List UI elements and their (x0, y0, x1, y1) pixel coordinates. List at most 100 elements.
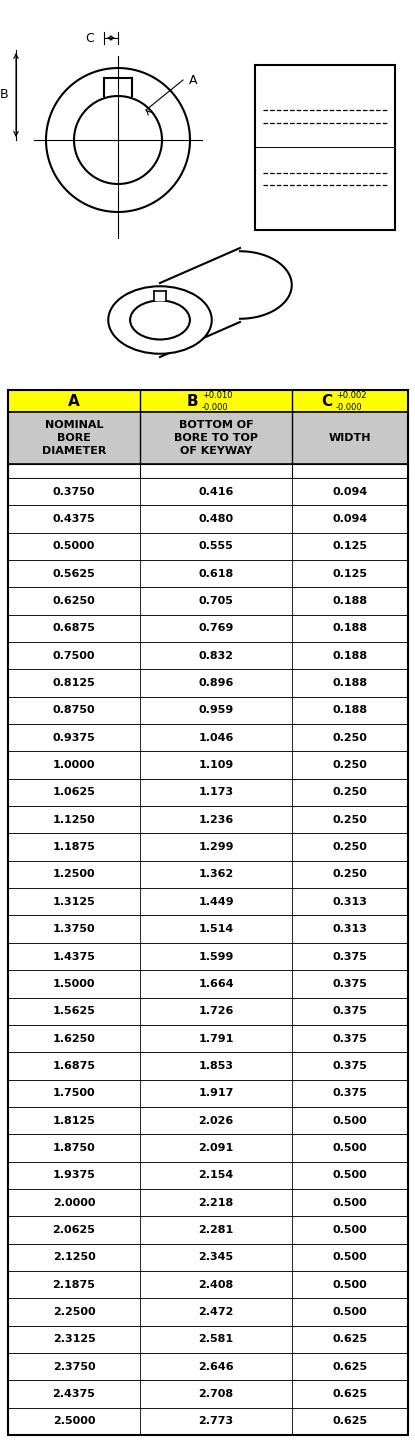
Text: 2.773: 2.773 (198, 1417, 234, 1427)
Text: 0.375: 0.375 (332, 1061, 367, 1071)
Text: 2.1875: 2.1875 (53, 1280, 95, 1290)
Text: 0.313: 0.313 (332, 897, 367, 907)
Text: 1.046: 1.046 (198, 733, 234, 743)
Text: 2.5000: 2.5000 (53, 1417, 95, 1427)
Text: 2.0000: 2.0000 (53, 1198, 95, 1208)
Bar (8, 588, 408, 615)
Bar (8, 1217, 408, 1244)
Bar (8, 834, 408, 861)
Text: 1.853: 1.853 (198, 1061, 234, 1071)
Text: 1.5000: 1.5000 (53, 979, 95, 989)
Bar (8, 1381, 408, 1408)
Text: A: A (68, 393, 80, 409)
Bar (8, 412, 408, 464)
Text: 0.705: 0.705 (198, 596, 234, 606)
Bar (8, 697, 408, 724)
Text: 0.625: 0.625 (332, 1362, 368, 1372)
Text: 2.1250: 2.1250 (53, 1253, 95, 1263)
Text: 0.094: 0.094 (332, 514, 368, 524)
Text: 0.500: 0.500 (333, 1225, 367, 1236)
Text: 0.555: 0.555 (199, 541, 233, 552)
Bar (8, 888, 408, 916)
Text: 1.109: 1.109 (198, 760, 234, 770)
Text: 1.4375: 1.4375 (53, 952, 95, 962)
Text: 0.313: 0.313 (332, 924, 367, 935)
Text: 0.500: 0.500 (333, 1143, 367, 1153)
Text: 0.416: 0.416 (198, 487, 234, 497)
Text: 0.8125: 0.8125 (53, 678, 95, 688)
Text: 1.3750: 1.3750 (53, 924, 95, 935)
Text: 0.188: 0.188 (332, 624, 368, 634)
Bar (8, 861, 408, 888)
Bar (8, 642, 408, 670)
Bar (8, 670, 408, 697)
Text: 1.8750: 1.8750 (53, 1143, 95, 1153)
Text: 0.959: 0.959 (198, 706, 234, 716)
Bar (8, 1299, 408, 1326)
Text: 0.250: 0.250 (332, 815, 367, 825)
Text: C: C (85, 32, 94, 45)
Text: 0.188: 0.188 (332, 706, 368, 716)
Bar (8, 1272, 408, 1299)
Bar (8, 916, 408, 943)
Bar (8, 1189, 408, 1217)
Bar (8, 390, 408, 1436)
Bar (8, 1053, 408, 1080)
Bar (8, 1408, 408, 1436)
Bar (8, 1354, 408, 1381)
Text: 2.646: 2.646 (198, 1362, 234, 1372)
Bar (8, 806, 408, 834)
Text: B: B (186, 393, 198, 409)
Text: 0.188: 0.188 (332, 651, 368, 661)
Text: WIDTH: WIDTH (329, 433, 371, 444)
Text: 0.5000: 0.5000 (53, 541, 95, 552)
Text: 0.7500: 0.7500 (53, 651, 95, 661)
Text: 0.250: 0.250 (332, 842, 367, 852)
Text: 1.791: 1.791 (198, 1034, 234, 1044)
Text: 2.408: 2.408 (198, 1280, 234, 1290)
Text: 1.726: 1.726 (198, 1007, 234, 1017)
Bar (8, 1162, 408, 1189)
Text: 0.500: 0.500 (333, 1198, 367, 1208)
Text: 0.375: 0.375 (332, 952, 367, 962)
Text: 0.625: 0.625 (332, 1335, 368, 1345)
Text: 1.7500: 1.7500 (53, 1089, 95, 1099)
Text: 2.3125: 2.3125 (53, 1335, 95, 1345)
Text: 0.832: 0.832 (198, 651, 234, 661)
Text: 1.664: 1.664 (198, 979, 234, 989)
Text: 0.188: 0.188 (332, 678, 368, 688)
Text: 0.500: 0.500 (333, 1308, 367, 1318)
Text: 0.125: 0.125 (332, 541, 368, 552)
Text: 2.472: 2.472 (198, 1308, 234, 1318)
Text: -0.000: -0.000 (336, 403, 363, 412)
Text: 1.599: 1.599 (198, 952, 234, 962)
Text: 2.026: 2.026 (198, 1116, 234, 1126)
Text: 1.0625: 1.0625 (53, 788, 95, 798)
Text: 1.3125: 1.3125 (53, 897, 95, 907)
Text: 0.188: 0.188 (332, 596, 368, 606)
Text: +0.010: +0.010 (202, 392, 232, 400)
Bar (8, 533, 408, 560)
Text: 0.375: 0.375 (332, 979, 367, 989)
Bar (8, 779, 408, 806)
Text: 2.345: 2.345 (198, 1253, 234, 1263)
Text: 0.3750: 0.3750 (53, 487, 95, 497)
Text: 0.125: 0.125 (332, 569, 368, 579)
Bar (8, 971, 408, 998)
Text: 1.449: 1.449 (198, 897, 234, 907)
Bar (8, 478, 408, 505)
Bar (8, 1025, 408, 1053)
Text: 0.500: 0.500 (333, 1280, 367, 1290)
Text: 0.500: 0.500 (333, 1253, 367, 1263)
Text: 1.9375: 1.9375 (53, 1171, 95, 1181)
Text: 0.375: 0.375 (332, 1007, 367, 1017)
Text: 2.154: 2.154 (198, 1171, 234, 1181)
Text: 0.4375: 0.4375 (53, 514, 95, 524)
Text: 0.9375: 0.9375 (53, 733, 95, 743)
Text: 1.2500: 1.2500 (53, 870, 95, 880)
Ellipse shape (108, 287, 212, 354)
Text: 1.514: 1.514 (198, 924, 234, 935)
Text: 1.236: 1.236 (198, 815, 234, 825)
Bar (8, 615, 408, 642)
Text: 1.5625: 1.5625 (53, 1007, 95, 1017)
